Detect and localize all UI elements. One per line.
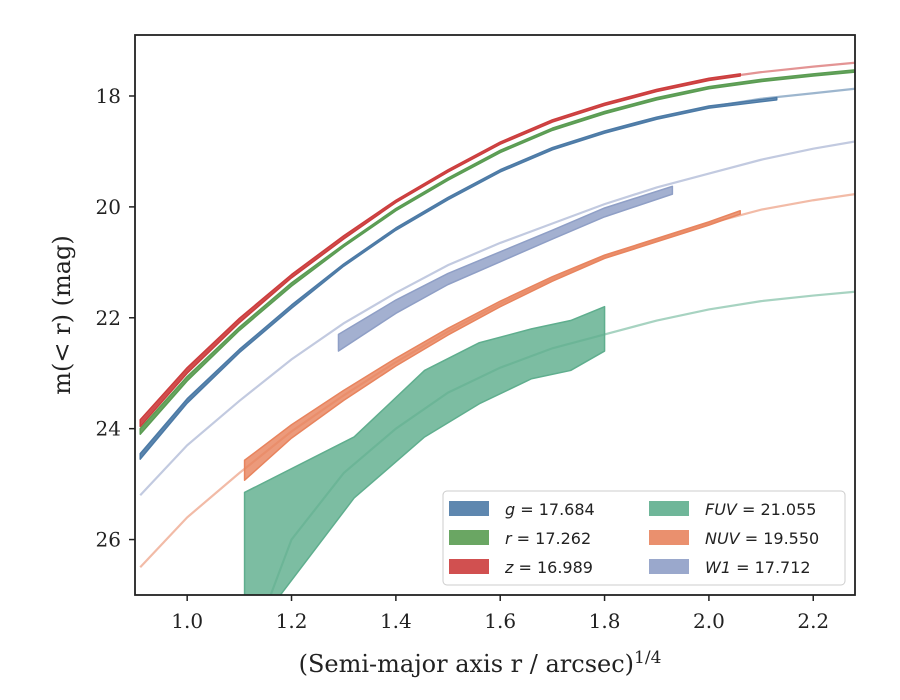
legend-series-value: = 17.684 [515,500,595,519]
y-axis: 18 20 22 24 26 [96,84,135,552]
y-tick-label: 22 [96,306,121,330]
series-z [139,61,855,428]
legend-label-z: z = 16.989 [504,558,593,577]
legend-series-name: NUV [705,529,741,548]
series-r [139,69,855,435]
x-tick-label: 1.6 [484,609,516,633]
x-tick-label: 2.2 [797,609,829,633]
x-tick-label: 1.0 [171,609,203,633]
legend-series-value: = 21.055 [737,500,817,519]
data-band-FUV [243,305,606,595]
series-W1 [139,140,855,496]
legend-series-value: = 17.712 [731,558,811,577]
y-tick-label: 24 [96,417,121,441]
legend-series-name: W1 [705,558,731,577]
legend-label-g: g = 17.684 [505,500,595,519]
legend-series-name: r [505,529,513,548]
legend-swatch-z [449,559,489,574]
data-band-z [139,73,741,428]
x-tick-label: 1.2 [276,609,308,633]
y-tick-label: 20 [96,195,121,219]
legend-series-name: FUV [705,500,738,519]
legend-series-name: z [504,558,514,577]
x-axis-label-exponent: 1/4 [634,648,661,668]
legend-swatch-r [449,530,489,545]
y-tick-label: 26 [96,528,121,552]
x-axis-label: (Semi-major axis r / arcsec)1/4 [299,648,662,678]
legend-series-name: g [505,500,515,519]
data-band-r [139,69,855,435]
legend-frame [442,490,846,586]
legend-swatch-NUV [649,530,689,545]
x-axis: 1.0 1.2 1.4 1.6 1.8 2.0 2.2 [171,595,829,633]
y-axis-label: m(< r) (mag) [48,235,76,394]
data-band-NUV [243,210,741,481]
legend-label-NUV: NUV = 19.550 [705,529,819,548]
legend-label-W1: W1 = 17.712 [705,558,811,577]
series-FUV [243,290,855,595]
plot-area [139,61,855,595]
legend-series-value: = 19.550 [740,529,820,548]
legend-series-value: = 16.989 [513,558,593,577]
plot-frame [134,34,856,596]
model-curve-W1 [139,140,855,496]
series-NUV [139,193,855,569]
legend-swatch-g [449,501,489,516]
series-g [139,87,855,460]
x-tick-label: 1.8 [589,609,621,633]
legend-swatch-FUV [649,501,689,516]
legend-swatch-W1 [649,559,689,574]
y-tick-label: 18 [96,84,121,108]
x-tick-label: 2.0 [693,609,725,633]
legend-label-r: r = 17.262 [505,529,591,548]
legend-label-FUV: FUV = 21.055 [705,500,816,519]
data-band-W1 [337,185,674,352]
x-tick-label: 1.4 [380,609,412,633]
data-band-g [139,96,778,460]
legend-series-value: = 17.262 [512,529,592,548]
